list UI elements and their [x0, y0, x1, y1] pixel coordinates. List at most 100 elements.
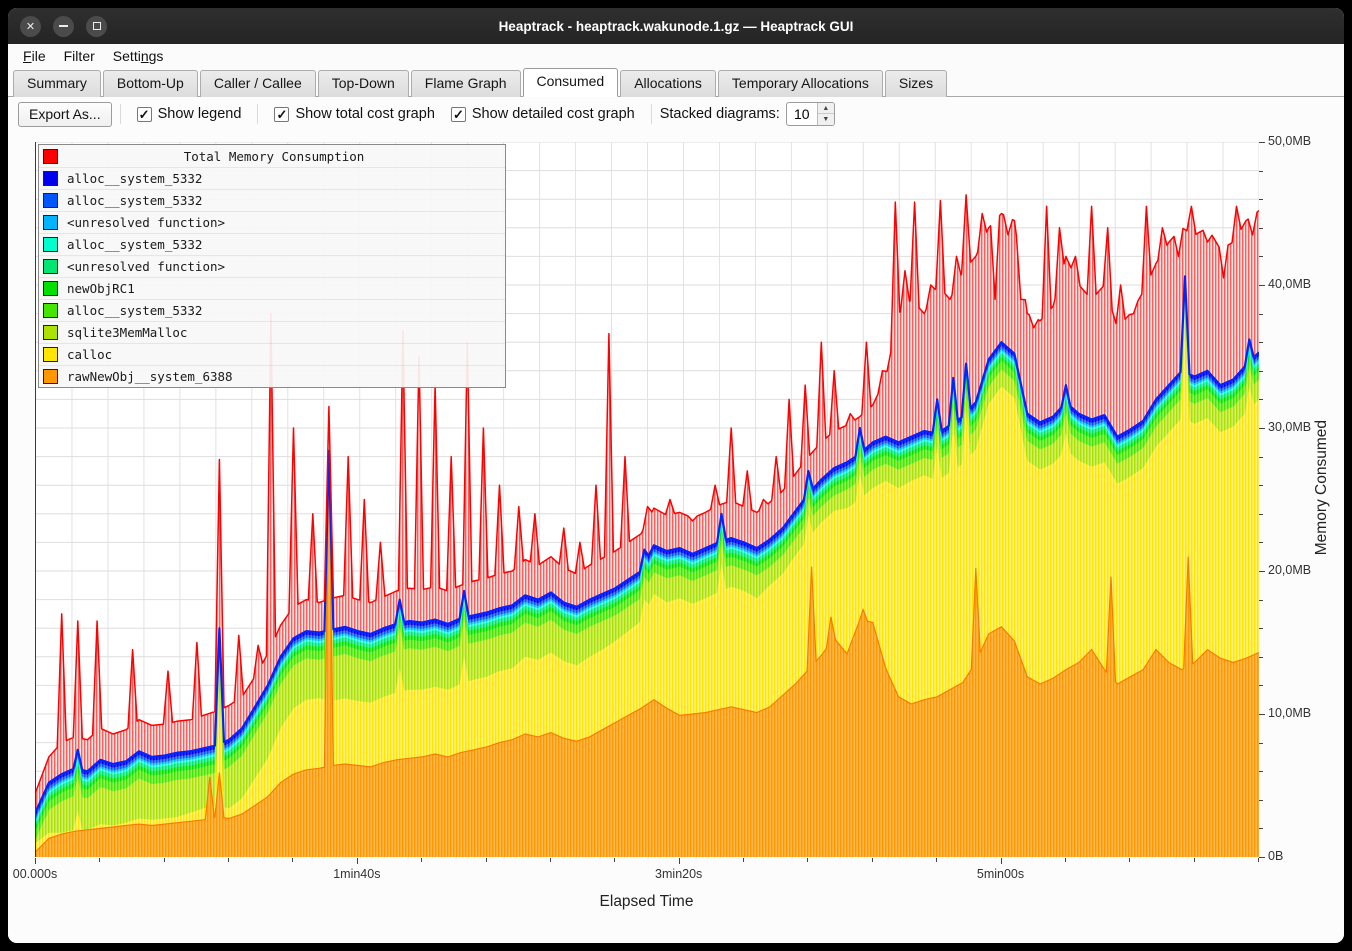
axis-tick — [1193, 858, 1195, 862]
legend-item: newObjRC1 — [39, 277, 505, 299]
tab-sizes[interactable]: Sizes — [884, 70, 948, 97]
spinbox-value[interactable]: 10 — [794, 106, 810, 122]
tab-temporary-allocations[interactable]: Temporary Allocations — [717, 70, 883, 97]
axis-tick — [1259, 742, 1263, 744]
x-tick-label: 1min40s — [333, 867, 381, 881]
axis-tick — [1259, 485, 1263, 487]
axis-tick — [1259, 857, 1265, 858]
legend-swatch — [43, 303, 58, 318]
tab-allocations[interactable]: Allocations — [620, 70, 716, 97]
legend-swatch — [43, 237, 58, 252]
legend-item: alloc__system_5332 — [39, 189, 505, 211]
axis-tick — [936, 858, 938, 862]
checkbox-label: Show legend — [157, 106, 242, 122]
axis-tick — [1259, 571, 1265, 572]
tab-flame-graph[interactable]: Flame Graph — [410, 70, 521, 97]
legend-swatch — [43, 193, 58, 208]
minimize-button[interactable] — [53, 15, 74, 37]
export-as-button[interactable]: Export As... — [18, 101, 112, 127]
legend-swatch — [43, 215, 58, 230]
maximize-button[interactable] — [86, 15, 107, 37]
spinbox-down-icon[interactable]: ▼ — [817, 114, 834, 125]
menu-filter[interactable]: Filter — [63, 48, 95, 64]
y-tick-label: 20,0MB — [1268, 563, 1312, 577]
app-window: ✕ Heaptrack - heaptrack.wakunode.1.gz — … — [8, 8, 1344, 943]
stacked-diagrams-label: Stacked diagrams: — [659, 106, 780, 122]
axis-tick — [549, 858, 551, 862]
x-axis-title: Elapsed Time — [599, 893, 694, 910]
checkbox-show-total-cost-graph[interactable]: ✓ Show total cost graph — [274, 106, 435, 122]
menu-settings[interactable]: Settings — [112, 48, 164, 64]
axis-tick — [356, 858, 358, 864]
axis-tick — [1259, 428, 1265, 429]
axis-tick — [1259, 799, 1263, 801]
axis-tick — [743, 858, 745, 862]
axis-tick — [1259, 256, 1263, 258]
menu-file[interactable]: File — [23, 48, 46, 64]
axis-tick — [1000, 858, 1002, 864]
legend-swatch — [43, 325, 58, 340]
spinbox-up-icon[interactable]: ▲ — [817, 103, 834, 114]
chart-area: Total Memory Consumption alloc__system_53… — [8, 131, 1344, 943]
axis-tick — [1259, 685, 1263, 687]
legend-label: Total Memory Consumption — [183, 148, 365, 164]
stacked-diagrams-spinbox[interactable]: 10 ▲ ▼ — [785, 102, 835, 126]
axis-tick — [163, 858, 165, 862]
y-tick-label: 50,0MB — [1268, 134, 1312, 148]
legend-label: calloc — [67, 347, 113, 362]
axis-tick — [1259, 285, 1265, 286]
toolbar: Export As... ✓ Show legend ✓ Show total … — [8, 97, 1344, 131]
axis-tick — [228, 858, 230, 862]
checkbox-box[interactable]: ✓ — [450, 106, 466, 122]
legend-label: sqlite3MemMalloc — [67, 325, 188, 340]
legend-label: <unresolved function> — [67, 215, 226, 230]
title-bar[interactable]: ✕ Heaptrack - heaptrack.wakunode.1.gz — … — [8, 8, 1344, 44]
y-tick-label: 10,0MB — [1268, 706, 1312, 720]
axis-tick — [871, 858, 873, 862]
axis-tick — [1259, 628, 1263, 630]
tab-consumed[interactable]: Consumed — [522, 68, 619, 97]
toolbar-separator — [119, 104, 121, 124]
tab-top-down[interactable]: Top-Down — [317, 70, 409, 97]
checkbox-box[interactable]: ✓ — [274, 106, 290, 122]
x-tick-label: 00.000s — [12, 867, 58, 881]
axis-tick — [1259, 656, 1263, 658]
tab-summary[interactable]: Summary — [13, 70, 101, 97]
tab-bottom-up[interactable]: Bottom-Up — [102, 70, 198, 97]
plot-area[interactable]: Total Memory Consumption alloc__system_53… — [35, 142, 1259, 857]
legend-label: alloc__system_5332 — [67, 303, 203, 318]
tab-caller-callee[interactable]: Caller / Callee — [199, 70, 316, 97]
axis-tick — [1258, 858, 1259, 862]
close-button[interactable]: ✕ — [20, 15, 41, 37]
checkbox-show-legend[interactable]: ✓ Show legend — [136, 106, 242, 122]
y-tick-label: 40,0MB — [1268, 277, 1312, 291]
axis-tick — [35, 858, 36, 864]
legend-swatch — [43, 171, 58, 186]
window-title: Heaptrack - heaptrack.wakunode.1.gz — He… — [498, 18, 854, 34]
memory-consumption-chart[interactable] — [36, 142, 1259, 857]
axis-tick — [1259, 456, 1263, 458]
axis-tick — [292, 858, 294, 862]
axis-tick — [1129, 858, 1131, 862]
axis-tick — [1259, 370, 1263, 372]
legend-label: alloc__system_5332 — [67, 193, 203, 208]
legend-label: <unresolved function> — [67, 259, 226, 274]
y-axis-title: Memory Consumed — [1313, 419, 1330, 555]
legend-title-row: Total Memory Consumption — [39, 145, 505, 167]
axis-tick — [1259, 714, 1265, 715]
x-tick-label: 3min20s — [655, 867, 703, 881]
checkbox-label: Show total cost graph — [295, 106, 435, 122]
x-tick-label: 5min00s — [976, 867, 1025, 881]
checkbox-box[interactable]: ✓ — [136, 106, 152, 122]
axis-tick — [421, 858, 423, 862]
axis-tick — [1259, 828, 1263, 830]
axis-tick — [1259, 542, 1263, 544]
legend-label: alloc__system_5332 — [67, 237, 203, 252]
axis-tick — [1259, 199, 1263, 201]
tab-bar: Summary Bottom-Up Caller / Callee Top-Down F… — [8, 68, 1344, 97]
legend-label: rawNewObj__system_6388 — [67, 369, 233, 384]
checkbox-show-detailed-cost-graph[interactable]: ✓ Show detailed cost graph — [450, 106, 635, 122]
axis-tick — [1259, 342, 1263, 344]
legend-swatch — [43, 369, 58, 384]
legend-swatch — [43, 281, 58, 296]
